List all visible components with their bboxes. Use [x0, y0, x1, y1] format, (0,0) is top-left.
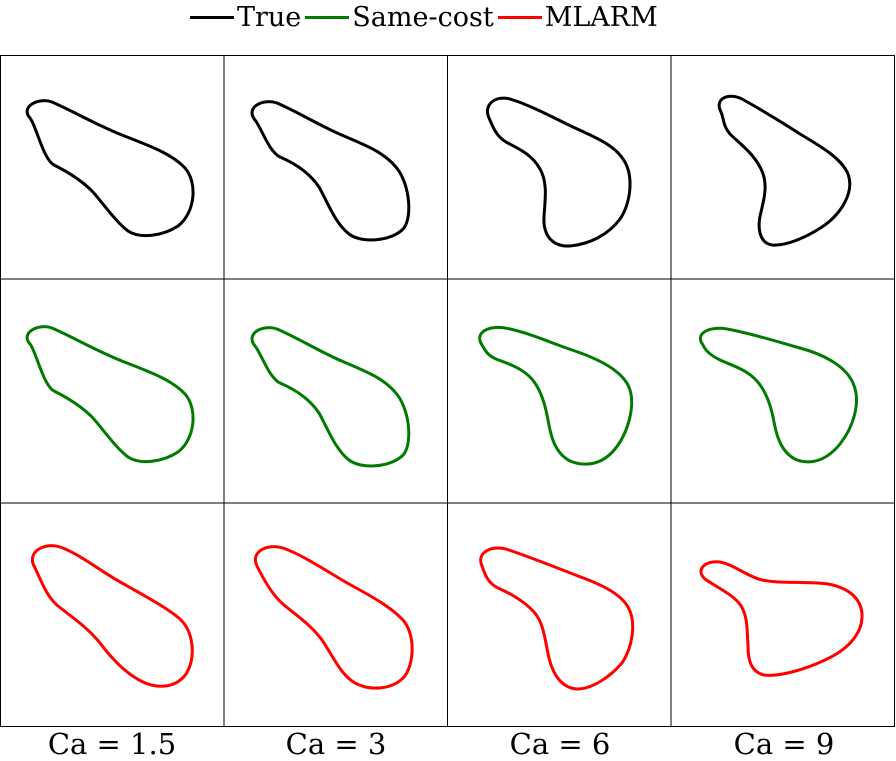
- shape-mlarm-ca-1-5: [30, 544, 194, 688]
- legend-swatch-true: [190, 15, 234, 19]
- shape-same-cost-ca-6: [478, 325, 634, 466]
- legend-swatch-mlarm: [497, 15, 542, 19]
- caption-ca-1-5: Ca = 1.5: [47, 727, 177, 761]
- legend-label-mlarm: MLARM: [544, 1, 658, 33]
- shape-grid-svg: [0, 55, 895, 727]
- row-mlarm: [30, 544, 864, 691]
- caption-row: Ca = 1.5 Ca = 3 Ca = 6 Ca = 9: [0, 728, 896, 761]
- caption-ca-9: Ca = 9: [733, 727, 835, 761]
- shape-mlarm-ca-9: [699, 560, 864, 677]
- caption-ca-6: Ca = 6: [509, 727, 611, 761]
- row-same-cost: [25, 325, 858, 468]
- row-true: [25, 94, 852, 248]
- shape-grid: [0, 55, 895, 727]
- legend: True Same-cost MLARM: [0, 0, 896, 34]
- legend-swatch-same-cost: [305, 15, 350, 19]
- shape-mlarm-ca-3: [253, 545, 414, 690]
- shape-true-ca-6: [486, 96, 632, 248]
- shape-true-ca-9: [717, 94, 852, 247]
- legend-label-same-cost: Same-cost: [352, 1, 494, 33]
- shape-true-ca-3: [250, 100, 411, 242]
- shape-same-cost-ca-9: [699, 326, 858, 464]
- shape-mlarm-ca-6: [479, 546, 635, 691]
- legend-label-true: True: [237, 1, 302, 33]
- shape-true-ca-1-5: [25, 99, 195, 238]
- shape-same-cost-ca-1-5: [25, 325, 195, 464]
- legend-item-same-cost: Same-cost: [305, 1, 494, 33]
- caption-ca-3: Ca = 3: [285, 727, 387, 761]
- legend-row: True Same-cost MLARM: [190, 0, 662, 34]
- shape-same-cost-ca-3: [250, 326, 411, 468]
- grid-lines: [0, 55, 895, 727]
- legend-item-mlarm: MLARM: [497, 1, 658, 33]
- legend-item-true: True: [190, 4, 301, 31]
